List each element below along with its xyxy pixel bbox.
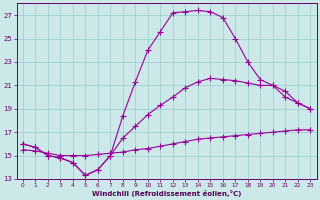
X-axis label: Windchill (Refroidissement éolien,°C): Windchill (Refroidissement éolien,°C) xyxy=(92,190,241,197)
